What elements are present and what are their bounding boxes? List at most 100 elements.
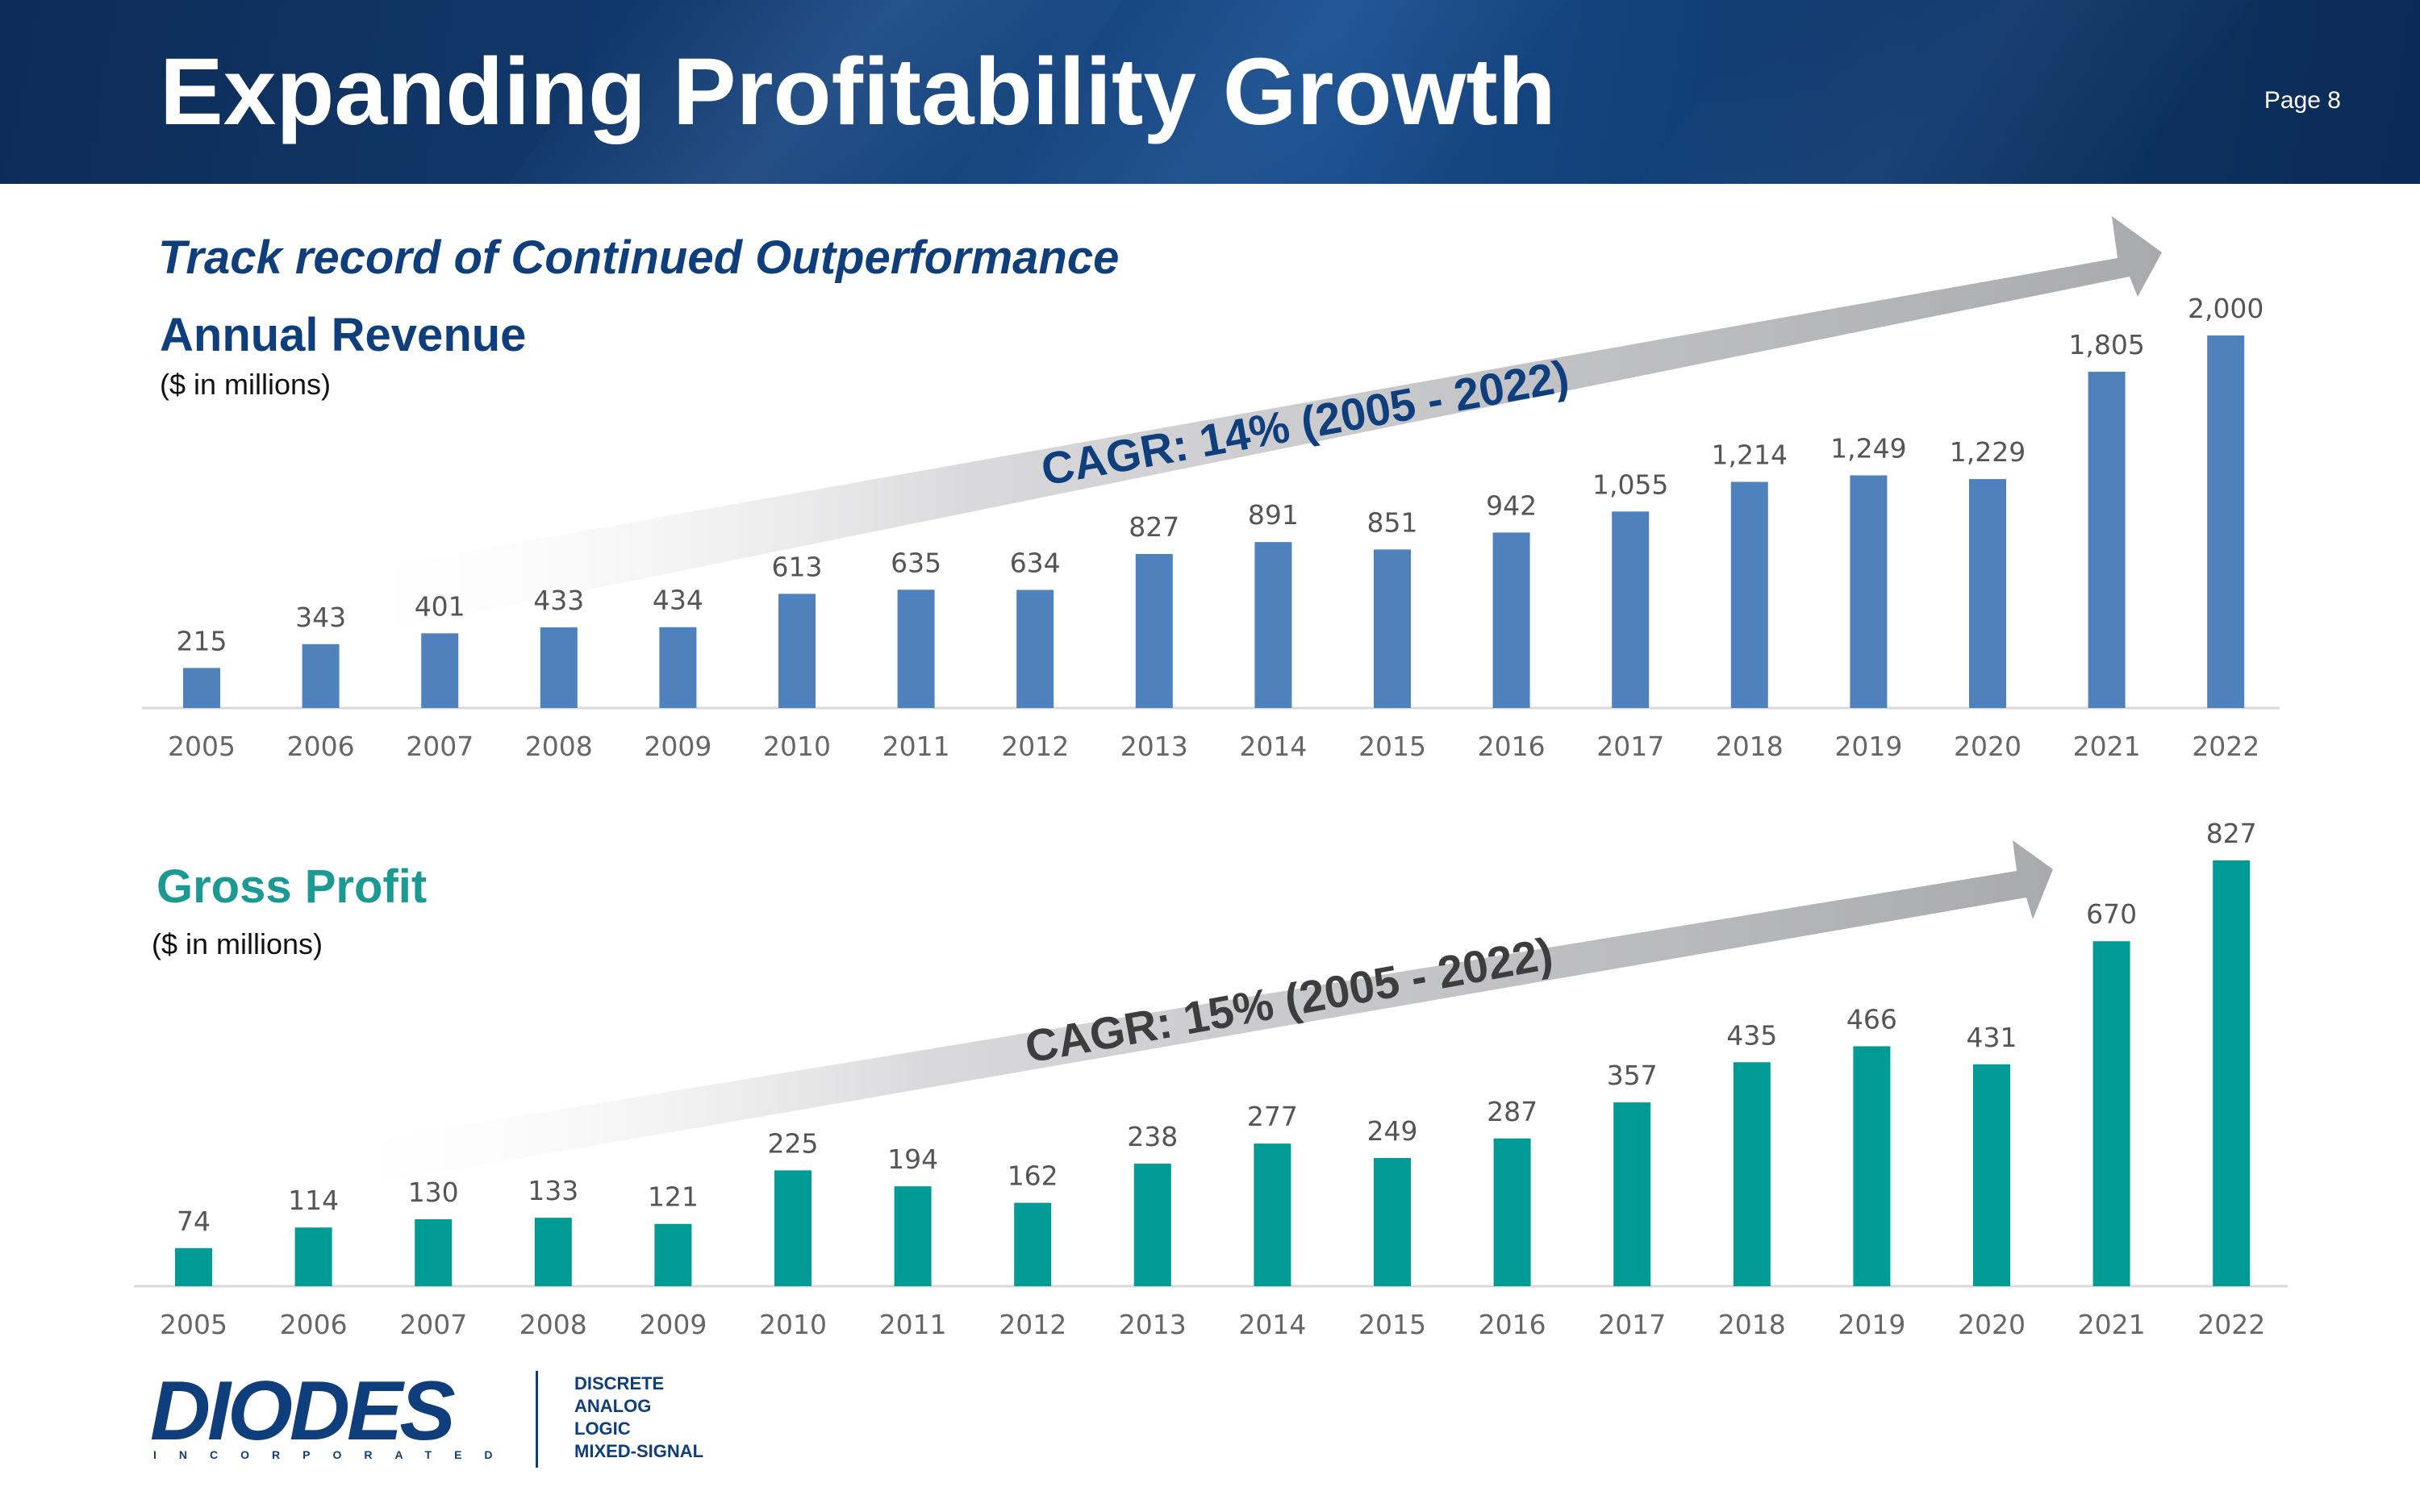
- logo-segment: ANALOG: [574, 1396, 652, 1416]
- bar-value-label: 215: [177, 625, 227, 656]
- x-tick-label: 2007: [399, 1309, 467, 1340]
- revenue-bar-chart: CAGR: 14% (2005 - 2022) 215 2005 343 2006 40…: [142, 216, 2280, 762]
- bar-value-label: 1,805: [2068, 329, 2144, 360]
- bar-2015: [1374, 549, 1411, 708]
- bar-value-label: 238: [1127, 1121, 1178, 1152]
- x-tick-label: 2011: [882, 731, 950, 762]
- bar-value-label: 827: [1129, 511, 1179, 543]
- bar-2016: [1492, 532, 1530, 708]
- x-tick-label: 2019: [1838, 1309, 1905, 1340]
- x-tick-label: 2017: [1596, 731, 1664, 762]
- x-tick-label: 2015: [1358, 1309, 1426, 1340]
- x-tick-label: 2008: [525, 731, 593, 762]
- bar-value-label: 401: [415, 590, 465, 622]
- bar-value-label: 343: [295, 602, 346, 633]
- bar-value-label: 1,055: [1592, 469, 1668, 500]
- bar-2019: [1850, 475, 1888, 708]
- x-tick-label: 2011: [879, 1309, 947, 1340]
- x-tick-label: 2009: [639, 1309, 707, 1340]
- bar-2006: [302, 644, 340, 708]
- bar-2015: [1374, 1158, 1411, 1286]
- bar-2021: [2088, 372, 2126, 708]
- bar-value-label: 891: [1248, 499, 1299, 531]
- bar-value-label: 670: [2086, 898, 2137, 930]
- bar-2010: [778, 594, 816, 708]
- bar-2005: [175, 1248, 212, 1286]
- bar-value-label: 1,229: [1950, 436, 2026, 468]
- logo-segment: DISCRETE: [574, 1373, 665, 1393]
- x-tick-label: 2006: [287, 731, 355, 762]
- bar-value-label: 162: [1008, 1160, 1058, 1192]
- bar-value-label: 287: [1487, 1096, 1538, 1127]
- x-tick-label: 2010: [759, 1309, 827, 1340]
- bar-2012: [1016, 589, 1054, 708]
- x-tick-label: 2014: [1239, 731, 1307, 762]
- x-tick-label: 2009: [644, 731, 711, 762]
- bar-value-label: 2,000: [2188, 293, 2264, 324]
- logo-segment: MIXED-SIGNAL: [574, 1441, 704, 1461]
- bar-value-label: 433: [533, 585, 584, 616]
- gross-profit-units-note: ($ in millions): [152, 927, 323, 960]
- bar-2022: [2207, 335, 2245, 708]
- revenue-chart-title: Annual Revenue: [160, 309, 527, 361]
- bar-value-label: 431: [1967, 1022, 2017, 1053]
- bar-value-label: 249: [1367, 1115, 1418, 1147]
- bar-value-label: 1,249: [1830, 432, 1906, 464]
- bar-2017: [1613, 1102, 1651, 1286]
- bar-2006: [294, 1227, 332, 1286]
- x-tick-label: 2017: [1598, 1309, 1666, 1340]
- bar-value-label: 194: [887, 1143, 938, 1175]
- x-tick-label: 2022: [2192, 731, 2259, 762]
- x-tick-label: 2007: [406, 731, 474, 762]
- bar-value-label: 942: [1486, 489, 1537, 521]
- bar-2005: [183, 668, 220, 708]
- revenue-units-note: ($ in millions): [160, 368, 332, 401]
- bar-2020: [1973, 1064, 2010, 1286]
- x-tick-label: 2006: [280, 1309, 348, 1340]
- x-tick-label: 2018: [1718, 1309, 1786, 1340]
- x-tick-label: 2020: [1954, 731, 2022, 762]
- gross-profit-bar-chart: CAGR: 15% (2005 - 2022) 74 2005 114 2006 130…: [134, 818, 2288, 1340]
- revenue-cagr-label: CAGR: 14% (2005 - 2022): [1037, 350, 1573, 494]
- bar-2014: [1254, 1143, 1291, 1286]
- bar-2018: [1733, 1062, 1771, 1286]
- page-title: Expanding Profitability Growth: [160, 39, 1556, 145]
- logo-divider: [536, 1371, 538, 1468]
- bar-value-label: 114: [288, 1185, 339, 1216]
- bar-2016: [1493, 1138, 1531, 1286]
- x-tick-label: 2013: [1120, 731, 1188, 762]
- x-tick-label: 2016: [1479, 1309, 1546, 1340]
- logo-tagline: INCORPORATED: [153, 1448, 515, 1461]
- x-tick-label: 2016: [1478, 731, 1546, 762]
- x-tick-label: 2013: [1119, 1309, 1187, 1340]
- bar-value-label: 827: [2206, 818, 2257, 849]
- x-tick-label: 2005: [160, 1309, 227, 1340]
- bar-2020: [1969, 479, 2006, 708]
- bar-2009: [659, 627, 697, 708]
- x-tick-label: 2020: [1958, 1309, 2026, 1340]
- bar-value-label: 435: [1726, 1019, 1777, 1051]
- x-tick-label: 2012: [1001, 731, 1069, 762]
- bar-2017: [1612, 511, 1650, 708]
- x-tick-label: 2021: [2073, 731, 2141, 762]
- bar-2013: [1135, 553, 1173, 708]
- bar-2018: [1730, 481, 1768, 708]
- logo-segment: LOGIC: [574, 1418, 631, 1439]
- bar-2021: [2092, 941, 2130, 1286]
- bar-value-label: 357: [1607, 1060, 1658, 1091]
- bar-2022: [2213, 860, 2251, 1286]
- gross-profit-cagr-label: CAGR: 15% (2005 - 2022): [1021, 927, 1557, 1072]
- diodes-logo: DIODES INCORPORATED DISCRETE ANALOG LOGI…: [150, 1364, 731, 1468]
- bar-value-label: 130: [408, 1177, 459, 1208]
- x-tick-label: 2014: [1238, 1309, 1306, 1340]
- x-tick-label: 2018: [1716, 731, 1784, 762]
- bar-value-label: 634: [1010, 548, 1061, 579]
- bar-2014: [1254, 542, 1292, 708]
- bar-2007: [415, 1219, 453, 1286]
- x-tick-label: 2015: [1358, 731, 1426, 762]
- logo-wordmark: DIODES: [150, 1364, 456, 1458]
- bar-2008: [540, 627, 578, 708]
- bar-value-label: 466: [1846, 1003, 1897, 1035]
- x-tick-label: 2010: [763, 731, 831, 762]
